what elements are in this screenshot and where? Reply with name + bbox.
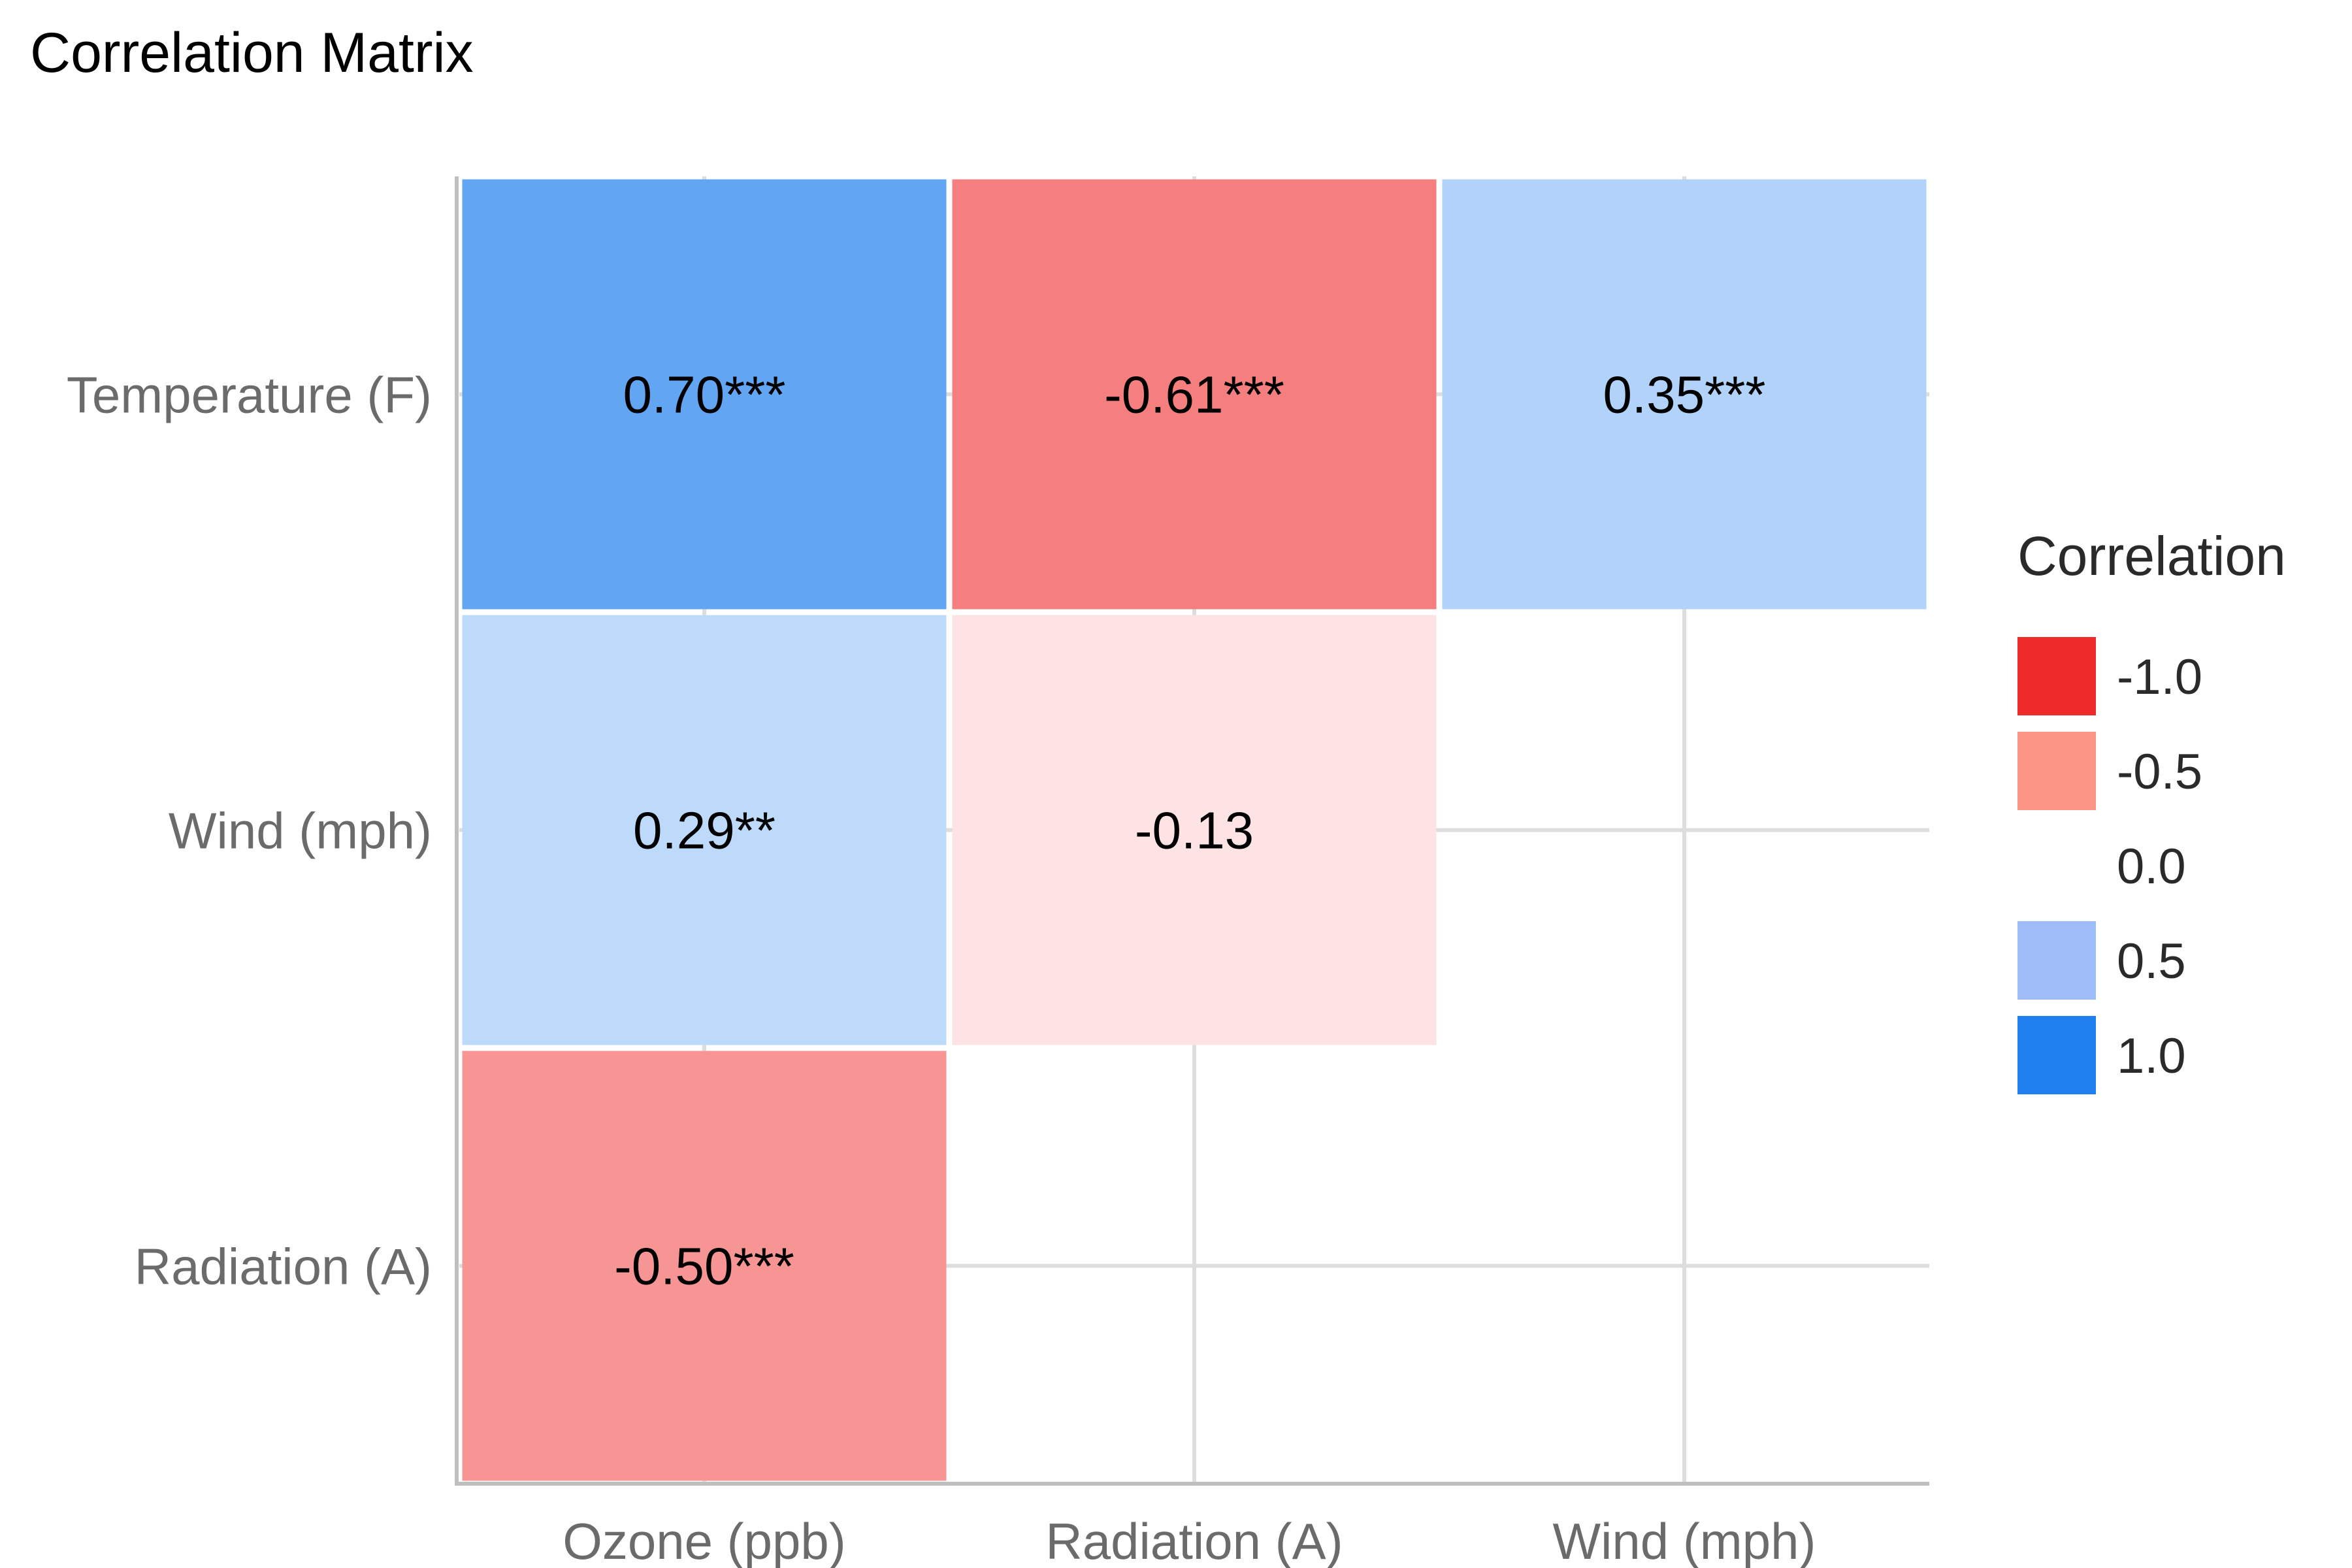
legend-key-label: -0.5 xyxy=(2117,744,2202,800)
legend-title: Correlation xyxy=(2017,525,2286,587)
y-tick-label: Radiation (A) xyxy=(135,1238,432,1296)
heatmap-cells: 0.70*** -0.61*** 0.35*** 0.29** -0.13 -0.50**… xyxy=(462,179,1927,1481)
heatmap-cell-wind-mph-radiation-a xyxy=(952,615,1437,1045)
x-tick-label: Ozone (ppb) xyxy=(563,1512,846,1568)
cell-value-label: -0.50*** xyxy=(614,1237,794,1296)
heatmap-cell-temperature-f-radiation-a xyxy=(952,179,1437,610)
legend-key-swatch xyxy=(2017,826,2096,905)
legend-key-swatch xyxy=(2017,732,2096,810)
legend: Correlation -1.0 -0.5 0.0 0.5 1.0 xyxy=(2017,525,2286,1094)
legend-key-label: 1.0 xyxy=(2117,1028,2186,1084)
legend-key-swatch xyxy=(2017,921,2096,1000)
cell-value-label: 0.29** xyxy=(633,802,776,860)
x-tick-label: Radiation (A) xyxy=(1045,1512,1343,1568)
x-tick-labels: Ozone (ppb) Radiation (A) Wind (mph) xyxy=(563,1512,1816,1568)
y-tick-labels: Temperature (F) Wind (mph) Radiation (A) xyxy=(67,367,432,1296)
y-tick-label: Temperature (F) xyxy=(67,367,432,424)
heatmap-cell-radiation-a-ozone-ppb xyxy=(462,1051,947,1481)
x-tick-label: Wind (mph) xyxy=(1552,1512,1816,1568)
legend-key-swatch xyxy=(2017,637,2096,715)
y-tick-label: Wind (mph) xyxy=(169,802,432,860)
cell-value-label: -0.61*** xyxy=(1104,366,1284,424)
cell-value-label: -0.13 xyxy=(1135,802,1254,860)
heatmap-cell-temperature-f-ozone-ppb xyxy=(462,179,947,610)
heatmap-cell-temperature-f-wind-mph xyxy=(1442,179,1927,610)
chart-title: Correlation Matrix xyxy=(30,22,474,84)
axes xyxy=(455,176,1929,1486)
legend-key-swatch xyxy=(2017,1016,2096,1094)
cell-value-label: 0.70*** xyxy=(623,366,785,424)
legend-key-label: 0.5 xyxy=(2117,934,2186,989)
legend-key-label: -1.0 xyxy=(2117,649,2202,705)
legend-key-label: 0.0 xyxy=(2117,839,2186,894)
cell-value-label: 0.35*** xyxy=(1603,366,1765,424)
heatmap-cell-wind-mph-ozone-ppb xyxy=(462,615,947,1045)
